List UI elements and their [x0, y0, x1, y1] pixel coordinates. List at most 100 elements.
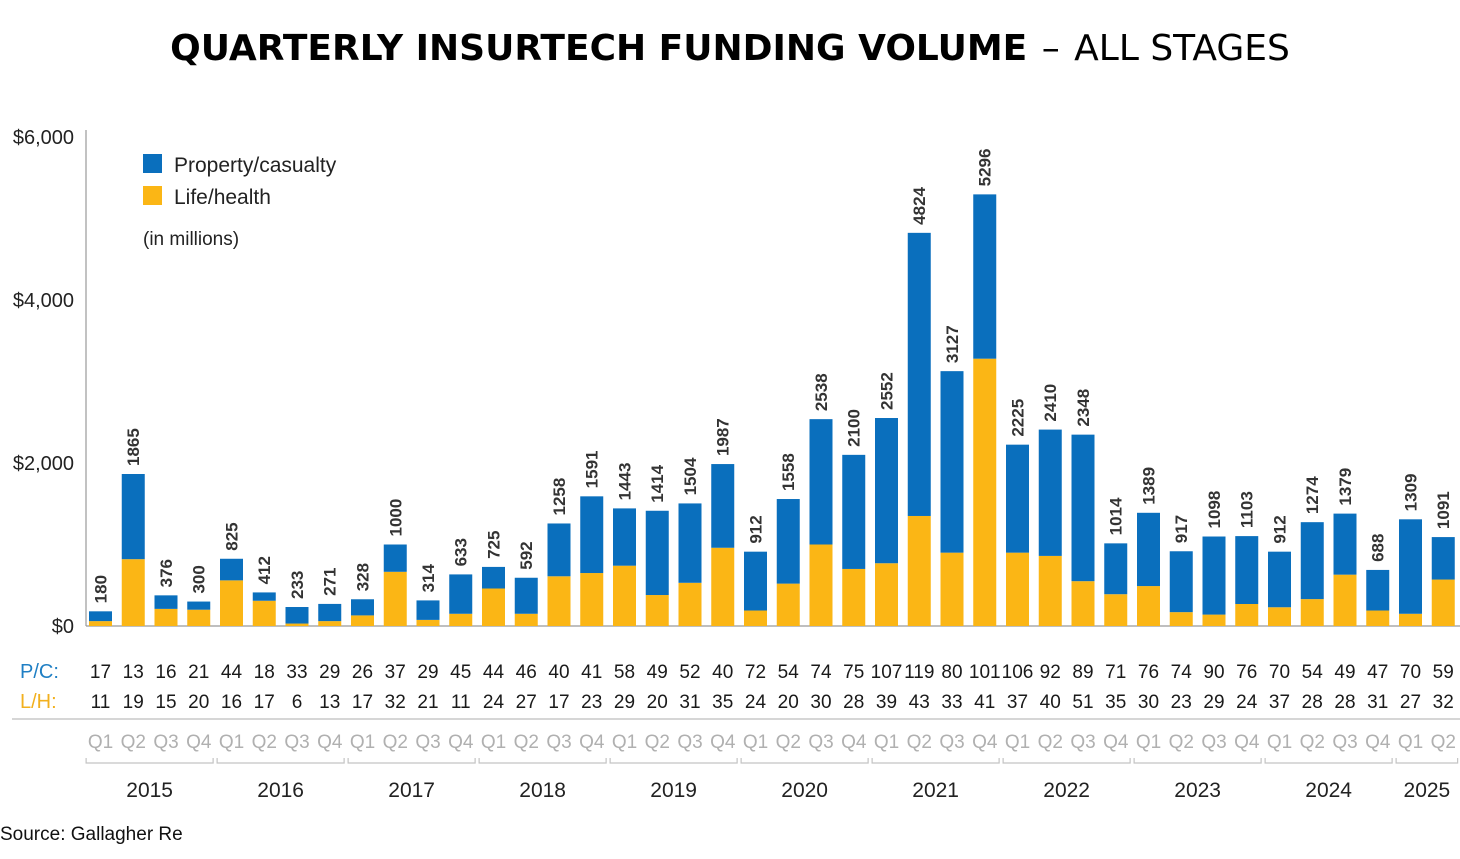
bar-total-label: 592 — [517, 541, 536, 569]
bar-segment-property-casualty — [580, 496, 604, 574]
year-label: 2022 — [1043, 779, 1090, 802]
deal-count-lh: 29 — [614, 692, 635, 713]
bar-total-label: 1504 — [681, 457, 700, 495]
deal-count-lh: 6 — [292, 692, 303, 713]
quarter-label: Q3 — [153, 732, 178, 753]
bar-segment-life-health — [1202, 614, 1226, 626]
deal-count-lh: 28 — [1334, 692, 1355, 713]
row-label-pc: P/C: — [20, 661, 59, 683]
bar-total-label: 1014 — [1107, 497, 1126, 535]
bar-segment-property-casualty — [744, 551, 767, 611]
deal-count-pc: 75 — [843, 662, 864, 683]
bar-segment-life-health — [351, 615, 374, 626]
quarter-label: Q2 — [776, 732, 801, 753]
year-label: 2015 — [126, 779, 173, 802]
quarter-label: Q3 — [1201, 732, 1226, 753]
deal-count-pc: 106 — [1002, 662, 1034, 683]
bar-segment-property-casualty — [1235, 536, 1259, 604]
quarter-label: Q4 — [579, 732, 605, 753]
deal-count-pc: 74 — [1171, 662, 1193, 683]
y-tick-label: $4,000 — [13, 290, 74, 312]
bar-segment-life-health — [1366, 610, 1390, 626]
bar-segment-life-health — [1137, 586, 1160, 626]
deal-count-lh: 20 — [778, 692, 799, 713]
bar-segment-life-health — [678, 582, 702, 626]
bar-total-label: 912 — [747, 515, 766, 543]
quarter-labels-group: Q1 Q2 Q3 Q4 Q1 Q2 Q3 Q4 Q1 Q2 Q3 Q4 Q1 Q2 Q3 Q4 Q1 Q2 Q3 Q4… — [88, 732, 1456, 753]
year-bracket — [1002, 758, 1131, 764]
quarter-label: Q2 — [121, 732, 146, 753]
quarter-label: Q3 — [808, 732, 833, 753]
bar-total-label: 5296 — [976, 149, 995, 187]
bar-total-label: 2552 — [878, 372, 897, 410]
deal-count-lh: 31 — [679, 692, 700, 713]
deal-count-lh: 39 — [876, 692, 897, 713]
quarter-label: Q4 — [317, 732, 343, 753]
deal-count-pc: 37 — [385, 662, 406, 683]
bar-segment-property-casualty — [351, 599, 374, 616]
year-bracket — [740, 758, 869, 764]
quarter-label: Q1 — [743, 732, 768, 753]
deal-count-lh: 43 — [909, 692, 930, 713]
bar-segment-property-casualty — [1169, 551, 1193, 613]
bar-segment-property-casualty — [547, 523, 571, 577]
deal-count-pc: 49 — [647, 662, 668, 683]
year-label: 2021 — [912, 779, 959, 802]
deal-count-lh: 17 — [352, 692, 373, 713]
deal-count-lh: 40 — [1040, 692, 1061, 713]
bar-total-label: 633 — [452, 538, 471, 566]
y-tick-label: $6,000 — [13, 127, 74, 149]
year-bracket — [347, 758, 476, 764]
bar-segment-property-casualty — [187, 601, 211, 610]
bar-segment-property-casualty — [1268, 551, 1291, 608]
legend-label-pc: Property/casualty — [174, 154, 337, 177]
quarter-label: Q2 — [383, 732, 408, 753]
deal-count-lh: 37 — [1269, 692, 1290, 713]
bar-segment-life-health — [121, 559, 145, 626]
bar-segment-life-health — [1235, 603, 1259, 626]
year-bracket — [871, 758, 1000, 764]
deal-count-pc: 45 — [450, 662, 471, 683]
deal-count-lh: 28 — [1302, 692, 1323, 713]
bar-total-label: 1098 — [1205, 491, 1224, 529]
bar-segment-life-health — [711, 547, 735, 626]
bar-segment-life-health — [154, 608, 178, 626]
bar-segment-property-casualty — [973, 194, 997, 359]
bar-segment-life-health — [252, 600, 276, 626]
deal-count-pc: 46 — [516, 662, 537, 683]
bar-segment-property-casualty — [220, 558, 243, 581]
deal-count-lh: 24 — [745, 692, 767, 713]
deal-count-pc: 119 — [904, 662, 934, 683]
bar-total-label: 1591 — [583, 451, 602, 489]
deal-count-pc: 90 — [1203, 662, 1224, 683]
deal-count-pc: 76 — [1236, 662, 1257, 683]
bar-total-label: 1987 — [714, 418, 733, 456]
deal-count-pc: 16 — [155, 662, 176, 683]
bar-segment-life-health — [875, 563, 898, 626]
deal-count-pc: 52 — [679, 662, 700, 683]
deal-count-pc: 107 — [871, 662, 903, 683]
bar-total-label: 917 — [1172, 515, 1191, 543]
row-label-lh: L/H: — [20, 691, 57, 713]
deal-count-pc: 80 — [941, 662, 962, 683]
bar-segment-property-casualty — [907, 232, 931, 516]
year-bracket — [478, 758, 607, 764]
bar-segment-life-health — [89, 621, 112, 626]
bar-segment-property-casualty — [121, 474, 145, 560]
bar-total-label: 1414 — [648, 464, 667, 502]
bar-segment-life-health — [449, 613, 473, 626]
quarter-label: Q4 — [710, 732, 736, 753]
title-regular: ALL STAGES — [1074, 28, 1290, 69]
bar-segment-life-health — [776, 583, 800, 626]
deal-count-lh: 17 — [254, 692, 275, 713]
quarter-label: Q3 — [1070, 732, 1095, 753]
bar-total-label: 2410 — [1041, 384, 1060, 422]
bar-segment-property-casualty — [1399, 519, 1422, 614]
bar-segment-property-casualty — [940, 371, 964, 553]
deal-count-pc: 76 — [1138, 662, 1159, 683]
bar-segment-property-casualty — [1137, 512, 1160, 587]
year-bracket — [85, 758, 214, 764]
quarter-label: Q4 — [186, 732, 212, 753]
year-labels-group: 2015 2016 2017 2018 2019 2020 2021 2022 2023 2024… — [85, 758, 1459, 802]
deal-count-lh: 21 — [417, 692, 438, 713]
